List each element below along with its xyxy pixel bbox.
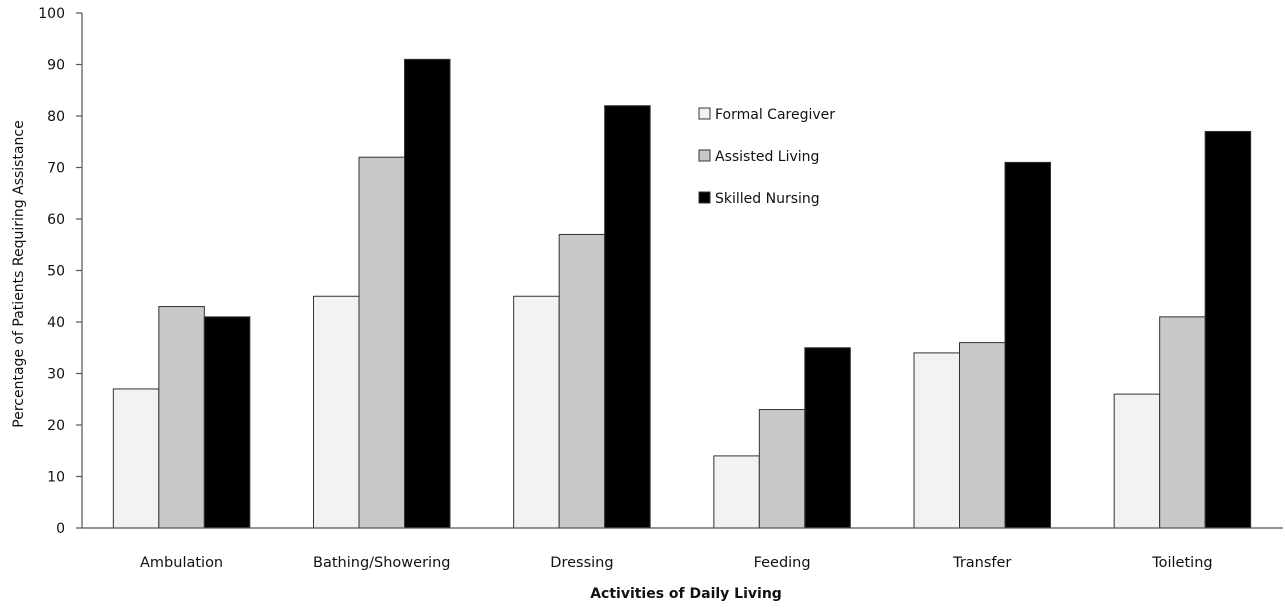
bar-assisted-living — [758, 409, 806, 529]
x-tick-label: Feeding — [754, 555, 811, 571]
y-tick-label: 70 — [47, 161, 65, 177]
x-tick-label: Bathing/Showering — [313, 555, 450, 571]
bar-skilled-nursing — [203, 316, 251, 529]
legend-swatch — [698, 149, 711, 162]
legend-swatch — [698, 191, 711, 204]
bars — [112, 58, 1252, 529]
y-tick-label: 90 — [47, 58, 65, 74]
bar-skilled-nursing — [1004, 161, 1051, 529]
bar-skilled-nursing — [1204, 130, 1252, 529]
x-tick-label: Dressing — [550, 555, 613, 571]
bar-formal-caregiver — [112, 388, 160, 529]
legend-swatch — [698, 107, 711, 120]
y-tick-label: 60 — [47, 212, 65, 228]
legend: Formal Caregiver Assisted Living Skilled N… — [698, 107, 835, 207]
y-tick-label: 0 — [56, 521, 65, 537]
bar-formal-caregiver — [713, 455, 760, 529]
bar-skilled-nursing — [804, 347, 851, 529]
y-tick-label: 40 — [47, 315, 65, 331]
x-tick-label: Toileting — [1151, 555, 1212, 571]
y-tick-label: 20 — [47, 418, 65, 434]
y-tick-label: 30 — [47, 367, 65, 383]
y-tick-label: 10 — [47, 470, 65, 486]
x-axis-title: Activities of Daily Living — [590, 586, 782, 602]
bar-formal-caregiver — [913, 352, 960, 529]
x-tick-label: Ambulation — [140, 555, 223, 571]
bar-formal-caregiver — [313, 295, 360, 529]
x-axis: Ambulation Bathing/Showering Dressing Feedi… — [82, 527, 1283, 571]
y-axis: 0 10 20 30 40 50 60 70 80 90 100 — [38, 6, 83, 537]
bar-assisted-living — [358, 156, 405, 529]
bar-assisted-living — [158, 306, 205, 529]
bar-skilled-nursing — [404, 58, 451, 529]
y-tick-label: 100 — [38, 6, 65, 22]
bar-skilled-nursing — [604, 105, 651, 529]
bar-assisted-living — [1159, 316, 1206, 529]
x-tick-label: Transfer — [952, 555, 1011, 571]
legend-label: Skilled Nursing — [715, 191, 820, 207]
y-tick-label: 50 — [47, 264, 65, 280]
bar-formal-caregiver — [513, 295, 560, 529]
legend-label: Assisted Living — [715, 149, 819, 165]
bar-assisted-living — [959, 342, 1006, 529]
bar-assisted-living — [558, 233, 606, 529]
y-tick-label: 80 — [47, 109, 65, 125]
y-axis-title: Percentage of Patients Requiring Assista… — [11, 120, 27, 427]
bar-formal-caregiver — [1113, 393, 1161, 529]
legend-label: Formal Caregiver — [715, 107, 835, 123]
